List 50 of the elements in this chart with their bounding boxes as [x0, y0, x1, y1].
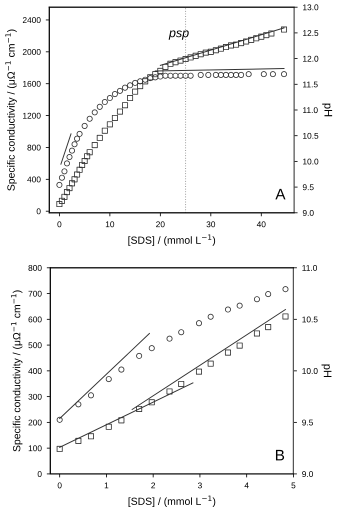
- y-axis-title: Specific conductivity / (μΩ$^{−1}$ cm$^{−1}$): [10, 290, 22, 452]
- y2-tick-label: 9.5: [302, 420, 313, 426]
- y2-axis-title: pH: [322, 104, 332, 116]
- x-tick-label: 1: [104, 482, 108, 488]
- y-tick-label: 2400: [22, 17, 41, 24]
- y-tick-label: 800: [27, 144, 41, 151]
- y2-tick-label: 10.0: [302, 368, 318, 374]
- y-tick-label: 1600: [23, 80, 41, 87]
- x-axis-title: [SDS] / (mmol L$^{−1}$): [128, 234, 216, 246]
- y-tick-label: 400: [27, 176, 41, 182]
- y-tick-label: 200: [28, 420, 42, 426]
- y-tick-label: 300: [28, 394, 42, 400]
- y-tick-label: 100: [28, 445, 42, 452]
- x-tick-label: 5: [291, 482, 296, 488]
- y2-tick-label: 10.5: [302, 316, 318, 322]
- y-tick-label: 2000: [22, 49, 41, 55]
- x-tick-label: 4: [244, 482, 249, 488]
- y-tick-label: 400: [28, 368, 42, 374]
- y-axis-title: Specific conductivity / (μΩ$^{−1}$ cm$^{−1}$): [5, 30, 17, 191]
- x-tick-label: 30: [206, 221, 216, 228]
- y2-tick-label: 11.5: [303, 82, 318, 88]
- y2-tick-label: 9.0: [302, 210, 314, 216]
- y-tick-label: 600: [28, 316, 42, 322]
- y2-tick-label: 13.0: [303, 4, 318, 10]
- y-tick-label: 800: [28, 264, 42, 271]
- x-tick-label: 2: [151, 482, 156, 488]
- y-tick-label: 500: [28, 342, 42, 348]
- x-tick-label: 40: [256, 221, 266, 228]
- x-tick-label: 0: [57, 221, 62, 228]
- y2-tick-label: 12.5: [303, 30, 318, 36]
- y-tick-label: 1200: [23, 112, 41, 119]
- y2-tick-label: 11.0: [303, 107, 318, 114]
- y2-tick-label: 10.0: [303, 158, 318, 164]
- x-tick-label: 0: [58, 482, 62, 488]
- annotation: B: [276, 450, 284, 460]
- x-axis-title: [SDS] / (mmol L$^{−1}$): [128, 496, 216, 508]
- x-tick-label: 20: [156, 221, 165, 228]
- x-tick-label: 10: [106, 221, 114, 228]
- annotation: A: [275, 188, 286, 200]
- y-tick-label: 0: [38, 471, 42, 478]
- y2-axis-title: pH: [322, 364, 332, 378]
- x-tick-label: 3: [198, 482, 202, 488]
- y2-tick-label: 12.0: [303, 56, 318, 62]
- y2-tick-label: 11.0: [302, 264, 318, 271]
- y-tick-label: 700: [28, 290, 42, 297]
- y2-tick-label: 10.5: [303, 132, 318, 139]
- y2-tick-label: 9.0: [302, 471, 314, 478]
- y-tick-label: 0: [36, 208, 41, 214]
- annotation: psp: [168, 30, 189, 40]
- y2-tick-label: 9.5: [302, 184, 314, 190]
